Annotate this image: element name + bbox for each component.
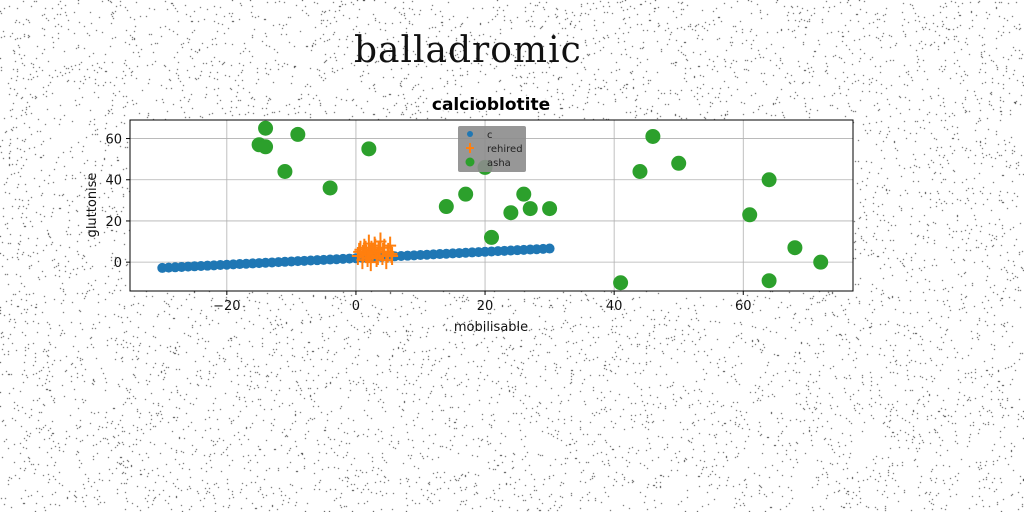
point-asha <box>361 141 377 157</box>
x-tick-label: −20 <box>213 299 240 314</box>
point-asha <box>813 254 829 270</box>
point-rehired <box>371 246 384 265</box>
legend-box <box>458 126 526 172</box>
y-axis-label: gluttonise <box>85 173 100 238</box>
point-asha <box>632 164 648 180</box>
point-asha <box>458 186 474 202</box>
y-tick-label: 40 <box>105 174 122 189</box>
y-tick-label: 0 <box>114 256 122 271</box>
point-rehired <box>384 236 397 255</box>
legend-marker-c <box>467 131 473 137</box>
point-asha <box>484 229 499 245</box>
y-tick-label: 60 <box>105 133 122 148</box>
point-asha <box>613 275 629 291</box>
point-asha <box>542 201 558 217</box>
legend-label-c: c <box>487 130 493 141</box>
point-asha <box>438 199 454 215</box>
x-tick-label: 40 <box>606 299 623 314</box>
point-rehired <box>359 240 372 259</box>
point-asha <box>290 126 306 142</box>
x-axis-label: mobilisable <box>454 320 528 335</box>
x-tick-label: 0 <box>352 299 360 314</box>
point-asha <box>516 186 532 202</box>
data-marks <box>157 120 829 291</box>
point-asha <box>258 139 274 155</box>
point-asha <box>742 207 758 223</box>
point-rehired <box>385 244 398 263</box>
x-tick-label: 60 <box>735 299 752 314</box>
point-asha <box>503 205 519 221</box>
legend-label-asha: asha <box>487 158 511 169</box>
point-asha <box>277 164 293 180</box>
point-asha <box>322 180 338 196</box>
point-asha <box>645 128 661 144</box>
point-asha <box>671 155 687 171</box>
point-rehired <box>353 242 366 261</box>
plot-frame <box>129 119 854 292</box>
point-rehired <box>361 249 374 268</box>
point-asha <box>761 273 777 289</box>
point-asha <box>761 172 777 188</box>
y-tick-label: 20 <box>105 215 122 230</box>
legend-label-rehired: rehired <box>487 144 523 155</box>
page-heading: balladromic <box>354 30 582 71</box>
point-asha <box>522 201 538 217</box>
legend: c rehired asha <box>458 126 526 172</box>
legend-marker-asha <box>465 157 475 167</box>
point-rehired <box>373 242 386 261</box>
point-asha <box>258 120 274 136</box>
legend-marker-rehired <box>466 143 474 153</box>
point-asha <box>787 240 803 256</box>
chart-title: calcioblotite <box>432 95 550 115</box>
y-axis-ticks: 0 20 40 60 <box>105 133 130 271</box>
point-c <box>544 243 555 254</box>
x-axis-ticks: −20 0 20 40 60 <box>213 291 752 314</box>
x-tick-label: 20 <box>477 299 494 314</box>
